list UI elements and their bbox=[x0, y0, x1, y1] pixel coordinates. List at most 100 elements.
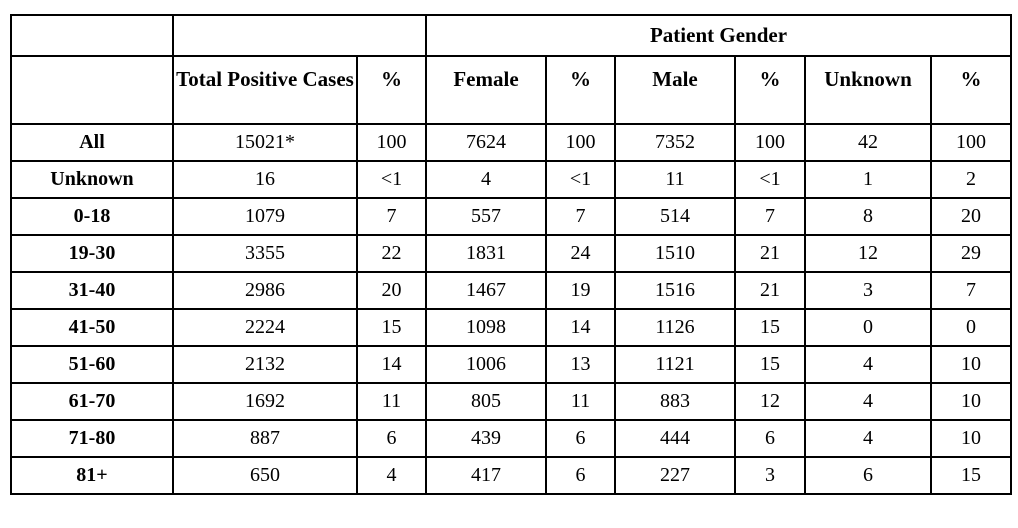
cell-total-positive: 1692 bbox=[172, 382, 358, 421]
cell-unknown: 3 bbox=[804, 271, 932, 310]
row-label: 51-60 bbox=[10, 345, 174, 384]
cell-unknown-pct: 10 bbox=[930, 345, 1012, 384]
cell-total-pct: 6 bbox=[356, 419, 427, 458]
row-label: 19-30 bbox=[10, 234, 174, 273]
cell-unknown: 0 bbox=[804, 308, 932, 347]
cell-male: 444 bbox=[614, 419, 736, 458]
patient-gender-table: Patient Gender Total Positive Cases % Fe… bbox=[10, 14, 1012, 495]
row-label: 71-80 bbox=[10, 419, 174, 458]
cell-female: 1467 bbox=[425, 271, 547, 310]
cell-total-pct: 20 bbox=[356, 271, 427, 310]
col-header-unknown-pct: % bbox=[930, 55, 1012, 125]
cell-unknown: 1 bbox=[804, 160, 932, 199]
cell-male: 1126 bbox=[614, 308, 736, 347]
col-header-total-pct: % bbox=[356, 55, 427, 125]
cell-female-pct: 7 bbox=[545, 197, 616, 236]
table-row: 71-80 887 6 439 6 444 6 4 10 bbox=[10, 419, 1012, 458]
cell-total-pct: 14 bbox=[356, 345, 427, 384]
table-row: 81+ 650 4 417 6 227 3 6 15 bbox=[10, 456, 1012, 495]
cell-male-pct: 12 bbox=[734, 382, 806, 421]
cell-female: 4 bbox=[425, 160, 547, 199]
cell-female-pct: 24 bbox=[545, 234, 616, 273]
cell-total-positive: 2132 bbox=[172, 345, 358, 384]
cell-male: 1516 bbox=[614, 271, 736, 310]
cell-male-pct: <1 bbox=[734, 160, 806, 199]
cell-female: 557 bbox=[425, 197, 547, 236]
cell-total-positive: 887 bbox=[172, 419, 358, 458]
table-row: 31-40 2986 20 1467 19 1516 21 3 7 bbox=[10, 271, 1012, 310]
cell-unknown: 4 bbox=[804, 419, 932, 458]
cell-male: 1121 bbox=[614, 345, 736, 384]
cell-male-pct: 21 bbox=[734, 234, 806, 273]
cell-total-pct: 4 bbox=[356, 456, 427, 495]
cell-female-pct: 11 bbox=[545, 382, 616, 421]
table-header: Patient Gender Total Positive Cases % Fe… bbox=[10, 14, 1012, 125]
cell-unknown-pct: 10 bbox=[930, 419, 1012, 458]
row-label: Unknown bbox=[10, 160, 174, 199]
col-header-total: Total Positive Cases bbox=[172, 55, 358, 125]
cell-male: 1510 bbox=[614, 234, 736, 273]
cell-female-pct: 13 bbox=[545, 345, 616, 384]
cell-total-pct: 22 bbox=[356, 234, 427, 273]
cell-unknown-pct: 7 bbox=[930, 271, 1012, 310]
cell-unknown-pct: 2 bbox=[930, 160, 1012, 199]
cell-unknown: 4 bbox=[804, 345, 932, 384]
cell-total-positive: 15021* bbox=[172, 123, 358, 162]
cell-male-pct: 100 bbox=[734, 123, 806, 162]
col-header-female: Female bbox=[425, 55, 547, 125]
cell-unknown-pct: 20 bbox=[930, 197, 1012, 236]
cell-unknown: 8 bbox=[804, 197, 932, 236]
col-header-female-pct: % bbox=[545, 55, 616, 125]
cell-unknown-pct: 15 bbox=[930, 456, 1012, 495]
cell-male-pct: 21 bbox=[734, 271, 806, 310]
cell-unknown: 12 bbox=[804, 234, 932, 273]
cell-unknown: 42 bbox=[804, 123, 932, 162]
cell-total-positive: 2224 bbox=[172, 308, 358, 347]
cell-female-pct: 14 bbox=[545, 308, 616, 347]
col-header-row-label bbox=[10, 55, 174, 125]
col-header-unknown: Unknown bbox=[804, 55, 932, 125]
cell-male: 227 bbox=[614, 456, 736, 495]
cell-male-pct: 15 bbox=[734, 308, 806, 347]
cell-female-pct: 6 bbox=[545, 419, 616, 458]
cell-female: 417 bbox=[425, 456, 547, 495]
page: Patient Gender Total Positive Cases % Fe… bbox=[10, 14, 1012, 495]
cell-female: 7624 bbox=[425, 123, 547, 162]
cell-total-positive: 650 bbox=[172, 456, 358, 495]
col-header-male-pct: % bbox=[734, 55, 806, 125]
row-label: 81+ bbox=[10, 456, 174, 495]
corner-blank-cell bbox=[10, 14, 174, 57]
table-row: All 15021* 100 7624 100 7352 100 42 100 bbox=[10, 123, 1012, 162]
cell-female-pct: 100 bbox=[545, 123, 616, 162]
cell-unknown-pct: 29 bbox=[930, 234, 1012, 273]
cell-male-pct: 6 bbox=[734, 419, 806, 458]
patient-gender-header: Patient Gender bbox=[425, 14, 1012, 57]
cell-unknown: 4 bbox=[804, 382, 932, 421]
cell-total-positive: 1079 bbox=[172, 197, 358, 236]
cell-male-pct: 7 bbox=[734, 197, 806, 236]
cell-female: 1006 bbox=[425, 345, 547, 384]
table-row: 41-50 2224 15 1098 14 1126 15 0 0 bbox=[10, 308, 1012, 347]
row-label: All bbox=[10, 123, 174, 162]
table-row: 51-60 2132 14 1006 13 1121 15 4 10 bbox=[10, 345, 1012, 384]
cell-male: 7352 bbox=[614, 123, 736, 162]
cell-total-pct: 11 bbox=[356, 382, 427, 421]
cell-total-pct: 7 bbox=[356, 197, 427, 236]
cell-total-pct: <1 bbox=[356, 160, 427, 199]
cell-female-pct: 19 bbox=[545, 271, 616, 310]
cell-male-pct: 3 bbox=[734, 456, 806, 495]
cell-total-positive: 2986 bbox=[172, 271, 358, 310]
cell-unknown-pct: 100 bbox=[930, 123, 1012, 162]
cell-male: 883 bbox=[614, 382, 736, 421]
col-header-male: Male bbox=[614, 55, 736, 125]
row-label: 0-18 bbox=[10, 197, 174, 236]
cell-total-pct: 100 bbox=[356, 123, 427, 162]
row-label: 41-50 bbox=[10, 308, 174, 347]
table-row: 0-18 1079 7 557 7 514 7 8 20 bbox=[10, 197, 1012, 236]
cell-female: 805 bbox=[425, 382, 547, 421]
cell-unknown-pct: 0 bbox=[930, 308, 1012, 347]
table-body: All 15021* 100 7624 100 7352 100 42 100 … bbox=[10, 123, 1012, 495]
gender-span-row: Patient Gender bbox=[10, 14, 1012, 57]
table-row: 19-30 3355 22 1831 24 1510 21 12 29 bbox=[10, 234, 1012, 273]
blank-span-cell bbox=[172, 14, 427, 57]
